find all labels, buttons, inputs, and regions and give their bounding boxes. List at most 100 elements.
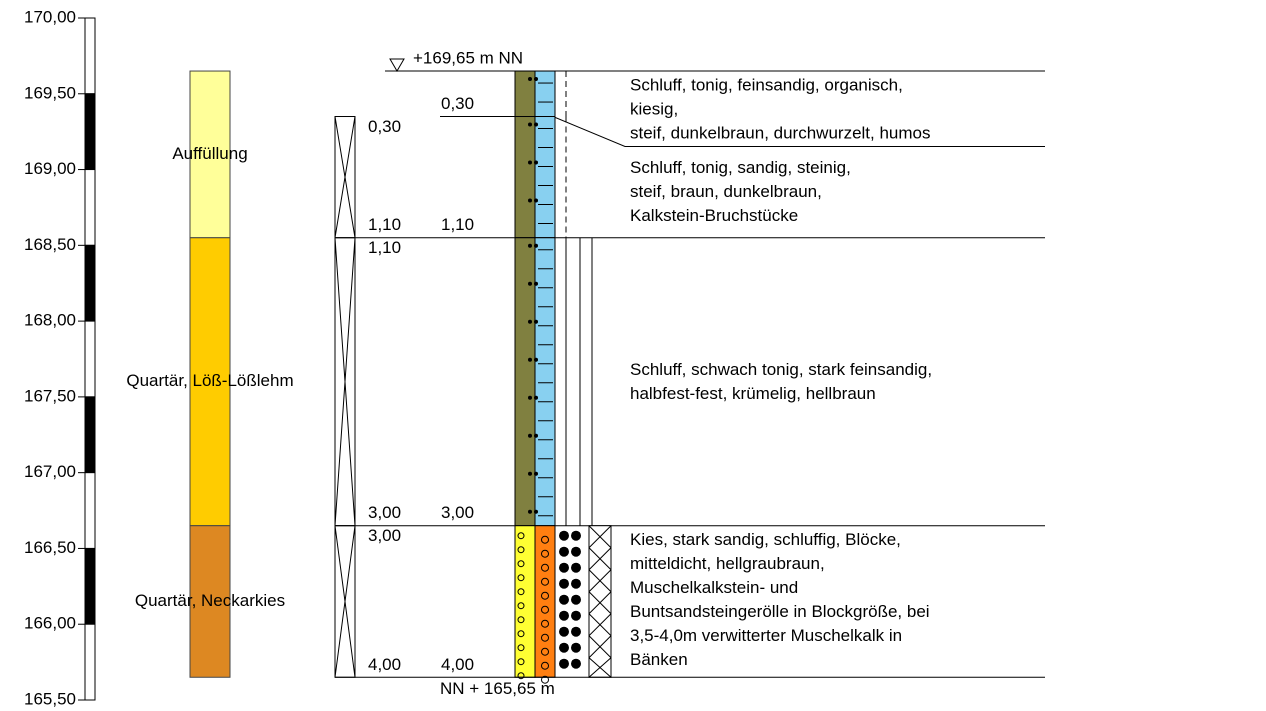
bottom-elevation: NN + 165,65 m [440,679,555,698]
description: Bänken [630,650,688,669]
axis-segment [84,93,96,171]
axis-label: 169,00 [24,159,76,178]
axis-label: 167,00 [24,462,76,481]
gravel-dot [571,546,581,557]
sand-ring [517,644,525,652]
gravel-dot [571,658,581,669]
gravel-dot [559,530,569,541]
sand-ring [541,549,549,558]
clay-dot [534,433,538,438]
sample-top-label: 0,30 [368,117,401,136]
sand-ring [517,588,525,596]
description: 3,5-4,0m verwitterter Muschelkalk in [630,626,902,645]
clay-dot [534,395,538,400]
clay-dot [528,395,532,400]
clay-dot [534,122,538,127]
description: mitteldicht, hellgraubraun, [630,554,825,573]
block-hatch [588,525,612,678]
gravel-dot [559,578,569,589]
gravel-dot [559,658,569,669]
sand-ring [517,602,525,610]
clay-dot [534,77,538,82]
sand-ring [541,563,549,572]
sand-ring [541,605,549,614]
clay-dot [528,471,532,476]
depth-label: 3,00 [441,503,474,522]
gravel-dot [571,610,581,621]
clay-dot [528,433,532,438]
strat-label: Quartär, Neckarkies [135,591,285,610]
gravel-dot [559,594,569,605]
clay-dot [534,281,538,286]
axis-segment [84,396,96,474]
sand-ring [517,560,525,568]
clay-dot [528,122,532,127]
sand-ring [517,658,525,666]
clay-dot [528,509,532,514]
strat-label: Quartär, Löß-Lößlehm [126,371,293,390]
top-elevation: +169,65 m NN [413,49,523,68]
axis-label: 166,50 [24,538,76,557]
sample-bottom-label: 3,00 [368,503,401,522]
clay-dot [534,509,538,514]
sample-bottom-label: 4,00 [368,655,401,674]
description: Muschelkalkstein- und [630,578,798,597]
gravel-dot [571,594,581,605]
layer-col2 [534,116,556,239]
sample-top-label: 3,00 [368,526,401,545]
description: Schluff, tonig, sandig, steinig, [630,158,851,177]
gravel-dot [571,642,581,653]
gravel-dot [559,610,569,621]
axis-label: 168,00 [24,311,76,330]
axis-label: 166,00 [24,614,76,633]
clay-dot [528,198,532,203]
gravel-dot [559,562,569,573]
sand-ring [541,647,549,656]
sand-ring [517,630,525,638]
clay-dot [528,160,532,165]
axis-label: 168,50 [24,235,76,254]
sample-bottom-label: 1,10 [368,215,401,234]
clay-dot [534,319,538,324]
sand-ring [541,633,549,642]
clay-dot [528,77,532,82]
description: Kies, stark sandig, schluffig, Blöcke, [630,530,901,549]
description: Kalkstein-Bruchstücke [630,206,798,225]
layer-col2 [534,525,556,678]
clay-dot [534,198,538,203]
gravel-dot [571,530,581,541]
gravel-dot [559,626,569,637]
axis-segment [84,472,96,549]
clay-dot [534,160,538,165]
sand-ring [541,661,549,670]
sand-ring [541,591,549,600]
sand-ring [541,619,549,628]
axis-label: 167,50 [24,386,76,405]
description: Schluff, tonig, feinsandig, organisch, [630,76,903,95]
axis-segment [84,244,96,322]
axis-segment [84,320,96,398]
axis-segment [84,547,96,625]
description: halbfest-fest, krümelig, hellbraun [630,384,876,403]
axis-label: 170,00 [24,7,76,26]
layer-col1 [514,70,536,118]
description: kiesig, [630,100,678,119]
clay-dot [528,281,532,286]
sand-ring [541,675,549,684]
strat-unit [189,237,231,527]
gravel-dot [571,626,581,637]
description: steif, dunkelbraun, durchwurzelt, humos [630,124,931,143]
sample-top-label: 1,10 [368,238,401,257]
sand-ring [517,546,525,554]
layer-col1 [514,116,536,239]
layer-col1 [514,237,536,527]
layer-col2 [534,70,556,118]
axis-label: 169,50 [24,83,76,102]
sand-ring [517,672,525,680]
depth-label: 4,00 [441,655,474,674]
gravel-dot [571,578,581,589]
sand-ring [517,532,525,540]
axis-segment [84,623,96,701]
gravel-dot [559,642,569,653]
